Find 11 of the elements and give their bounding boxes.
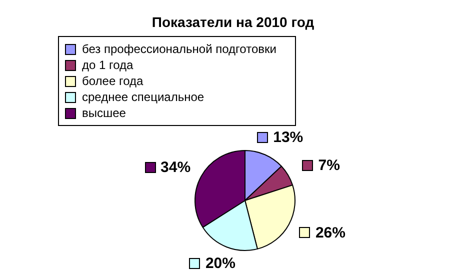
data-label: 26% <box>315 224 346 242</box>
legend-label: более года <box>82 74 144 88</box>
legend-label: среднее специальное <box>82 90 204 104</box>
legend-label: до 1 года <box>82 58 134 72</box>
chart-title: Показатели на 2010 год <box>150 14 316 30</box>
data-label: 34% <box>160 158 191 176</box>
legend-label: без профессиональной подготовки <box>82 42 276 56</box>
legend-label: высшее <box>82 106 126 120</box>
data-label: 20% <box>205 254 236 272</box>
data-label: 7% <box>318 157 340 174</box>
data-label: 13% <box>273 129 304 146</box>
